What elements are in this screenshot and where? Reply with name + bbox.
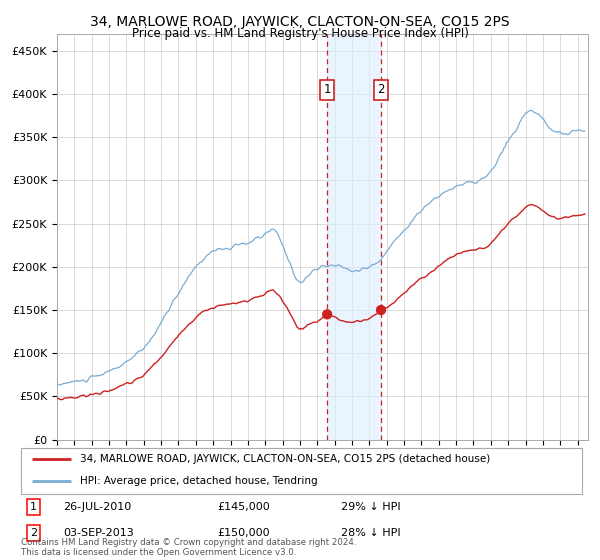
Text: 28% ↓ HPI: 28% ↓ HPI bbox=[341, 528, 400, 538]
Text: 26-JUL-2010: 26-JUL-2010 bbox=[63, 502, 131, 512]
Bar bbox=[327, 34, 381, 440]
Text: Price paid vs. HM Land Registry's House Price Index (HPI): Price paid vs. HM Land Registry's House … bbox=[131, 27, 469, 40]
Text: 2: 2 bbox=[377, 83, 385, 96]
Text: £150,000: £150,000 bbox=[217, 528, 270, 538]
Text: £145,000: £145,000 bbox=[217, 502, 270, 512]
FancyBboxPatch shape bbox=[21, 448, 582, 494]
Text: 34, MARLOWE ROAD, JAYWICK, CLACTON-ON-SEA, CO15 2PS (detached house): 34, MARLOWE ROAD, JAYWICK, CLACTON-ON-SE… bbox=[80, 455, 490, 464]
Text: 34, MARLOWE ROAD, JAYWICK, CLACTON-ON-SEA, CO15 2PS: 34, MARLOWE ROAD, JAYWICK, CLACTON-ON-SE… bbox=[90, 15, 510, 29]
Point bbox=[376, 306, 386, 315]
Text: 2: 2 bbox=[30, 528, 37, 538]
Text: Contains HM Land Registry data © Crown copyright and database right 2024.
This d: Contains HM Land Registry data © Crown c… bbox=[21, 538, 356, 557]
Text: 29% ↓ HPI: 29% ↓ HPI bbox=[341, 502, 400, 512]
Text: HPI: Average price, detached house, Tendring: HPI: Average price, detached house, Tend… bbox=[80, 476, 317, 486]
Text: 03-SEP-2013: 03-SEP-2013 bbox=[63, 528, 134, 538]
Text: 1: 1 bbox=[323, 83, 331, 96]
Point bbox=[322, 310, 332, 319]
Text: 1: 1 bbox=[30, 502, 37, 512]
